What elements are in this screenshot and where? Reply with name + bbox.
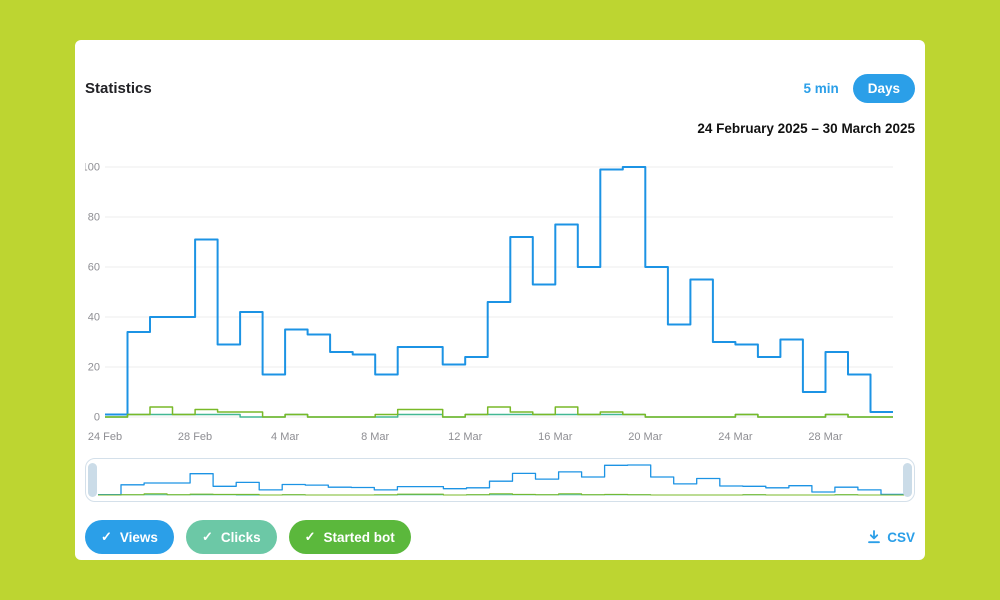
svg-text:24 Mar: 24 Mar [718, 431, 753, 443]
svg-text:8 Mar: 8 Mar [361, 431, 389, 443]
svg-text:20: 20 [88, 362, 100, 374]
download-icon [868, 530, 881, 544]
check-icon: ✓ [304, 529, 316, 544]
svg-text:16 Mar: 16 Mar [538, 431, 573, 443]
csv-label: CSV [887, 529, 915, 545]
range-handle-right[interactable] [903, 463, 912, 497]
legend-toggle-started-bot[interactable]: ✓ Started bot [288, 520, 411, 554]
svg-text:4 Mar: 4 Mar [271, 431, 299, 443]
footer: ✓ Views ✓ Clicks ✓ Started bot CSV [85, 520, 915, 554]
legend-toggle-views[interactable]: ✓ Views [85, 520, 174, 554]
minimap-chart [98, 464, 904, 496]
legend-label: Views [119, 529, 158, 545]
range-5min-button[interactable]: 5 min [803, 81, 839, 96]
csv-download-link[interactable]: CSV [867, 530, 915, 545]
svg-text:28 Feb: 28 Feb [178, 431, 212, 443]
range-handle-left[interactable] [88, 463, 97, 497]
svg-text:20 Mar: 20 Mar [628, 431, 663, 443]
card-header: Statistics 5 min Days [85, 40, 915, 103]
svg-text:24 Feb: 24 Feb [88, 431, 122, 443]
svg-text:40: 40 [88, 312, 100, 324]
statistics-card: Statistics 5 min Days 24 February 2025 –… [75, 40, 925, 560]
page-title: Statistics [85, 80, 152, 97]
svg-text:80: 80 [88, 212, 100, 224]
chart-range-selector[interactable] [85, 458, 915, 502]
check-icon: ✓ [201, 529, 213, 544]
check-icon: ✓ [101, 529, 112, 544]
legend: ✓ Views ✓ Clicks ✓ Started bot [85, 520, 411, 554]
svg-text:12 Mar: 12 Mar [448, 431, 483, 443]
range-days-button[interactable]: Days [852, 74, 915, 103]
chart-area: 0 20 40 60 80 100 24 Feb 28 Feb 4 Mar 8 Mar 12 Mar… [85, 142, 915, 450]
legend-label: Clicks [220, 529, 261, 545]
legend-toggle-clicks[interactable]: ✓ Clicks [185, 520, 277, 554]
svg-text:100: 100 [85, 162, 100, 174]
date-range-label: 24 February 2025 – 30 March 2025 [697, 121, 915, 136]
svg-text:60: 60 [88, 262, 100, 274]
svg-text:0: 0 [94, 412, 100, 424]
legend-label: Started bot [323, 529, 395, 545]
svg-text:28 Mar: 28 Mar [808, 431, 843, 443]
range-controls: 5 min Days [803, 74, 915, 103]
statistics-chart[interactable]: 0 20 40 60 80 100 24 Feb 28 Feb 4 Mar 8 Mar 12 Mar… [85, 142, 915, 450]
